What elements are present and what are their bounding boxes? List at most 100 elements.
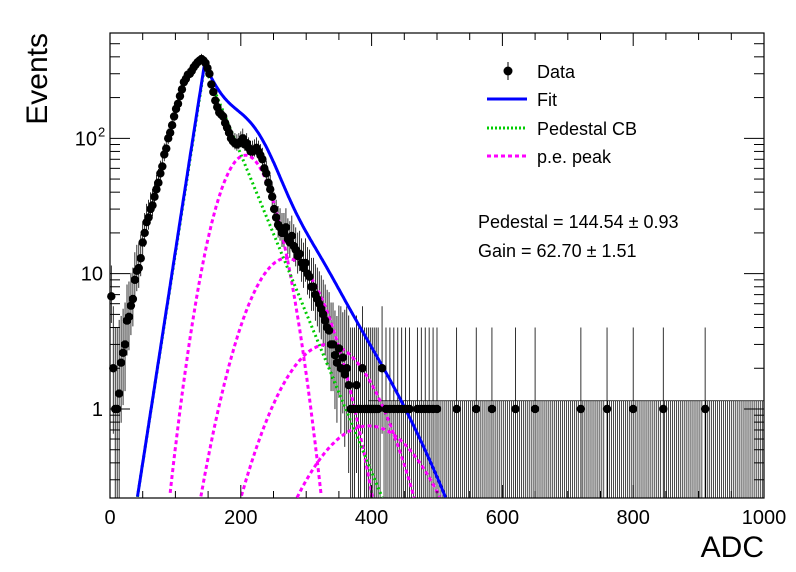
data-point [162, 144, 171, 153]
y-tick-label: 1 [92, 399, 103, 421]
legend-pe-label: p.e. peak [537, 147, 612, 167]
legend-data-label: Data [537, 62, 576, 82]
data-point [432, 404, 442, 414]
data-point [338, 353, 348, 362]
axis-ticks [109, 32, 765, 498]
data-point [344, 380, 353, 390]
data-point [487, 404, 497, 414]
data-point [295, 249, 304, 259]
data-point [173, 99, 183, 108]
data-points [107, 54, 710, 414]
data-point [134, 263, 143, 273]
data-point [156, 169, 165, 178]
fit-curve [136, 61, 447, 498]
curves [136, 61, 447, 499]
legend: Data Fit Pedestal CB p.e. peak [487, 62, 637, 167]
data-point [128, 294, 138, 304]
data-point [269, 204, 279, 214]
data-point [266, 185, 275, 194]
data-point [629, 404, 638, 414]
data-point [211, 96, 220, 105]
data-point [258, 155, 267, 164]
legend-fit-label: Fit [537, 90, 557, 110]
data-point [264, 178, 273, 187]
data-point [530, 404, 540, 414]
data-point [281, 223, 291, 232]
data-point [320, 316, 330, 325]
data-point [700, 404, 710, 414]
gain-annotation: Gain = 62.70 ± 1.51 [478, 241, 637, 261]
data-point [118, 348, 128, 358]
data-point [305, 272, 314, 281]
pe-peak-curve [295, 424, 441, 499]
x-tick-label: 1000 [742, 507, 787, 529]
pedestal-annotation: Pedestal = 144.54 ± 0.93 [478, 212, 679, 232]
data-point [209, 87, 218, 97]
data-point [140, 228, 149, 238]
data-point [130, 275, 140, 285]
data-point [472, 404, 481, 414]
data-point [138, 238, 147, 247]
data-point [328, 340, 338, 349]
data-point [144, 213, 153, 222]
x-tick-label: 600 [486, 507, 519, 529]
data-point [373, 404, 383, 414]
data-point [602, 404, 612, 414]
pe-peak-curve [168, 153, 323, 497]
data-point [324, 326, 334, 335]
data-point [262, 169, 271, 178]
x-tick-label: 800 [617, 507, 650, 529]
data-point [330, 350, 340, 360]
data-point [165, 128, 175, 137]
data-point [358, 364, 367, 373]
data-point [169, 112, 179, 121]
y-axis-title: Events [21, 33, 54, 125]
y-tick-label-exponent: 2 [98, 124, 105, 139]
data-point [116, 358, 126, 367]
y-tick-label: 10 [75, 128, 97, 150]
data-point [576, 404, 586, 414]
data-point [271, 213, 281, 222]
data-point [342, 364, 351, 373]
data-point [114, 389, 124, 398]
data-point [267, 192, 277, 201]
data-point [175, 91, 185, 101]
data-point [511, 404, 520, 414]
data-point [207, 80, 216, 89]
data-point [659, 404, 668, 414]
data-point [334, 344, 344, 353]
data-point [377, 364, 387, 373]
data-point [152, 185, 161, 194]
data-point [352, 380, 361, 390]
data-point [452, 404, 461, 414]
data-point [301, 258, 310, 268]
data-point [167, 121, 177, 130]
data-point [126, 301, 136, 310]
data-point [205, 69, 214, 78]
data-point [218, 112, 228, 121]
data-point [154, 178, 163, 187]
x-tick-label: 200 [224, 507, 257, 529]
legend-data-marker [503, 66, 513, 76]
y-tick-label: 10 [81, 264, 103, 286]
data-point [158, 162, 167, 171]
data-point [309, 282, 318, 291]
x-tick-label: 0 [104, 507, 115, 529]
data-point [405, 404, 414, 414]
x-tick-label: 400 [355, 507, 388, 529]
data-point [150, 192, 159, 201]
x-axis-title: ADC [701, 531, 764, 564]
data-point [287, 231, 297, 241]
data-point [177, 85, 187, 94]
data-point [120, 340, 130, 349]
legend-pedestal-label: Pedestal CB [537, 119, 637, 139]
error-bars [110, 53, 764, 498]
data-point [124, 312, 134, 322]
data-point [148, 201, 157, 210]
pe-peak-curve [199, 256, 374, 498]
data-point [336, 364, 346, 373]
data-point [136, 254, 145, 263]
data-point [107, 292, 116, 301]
